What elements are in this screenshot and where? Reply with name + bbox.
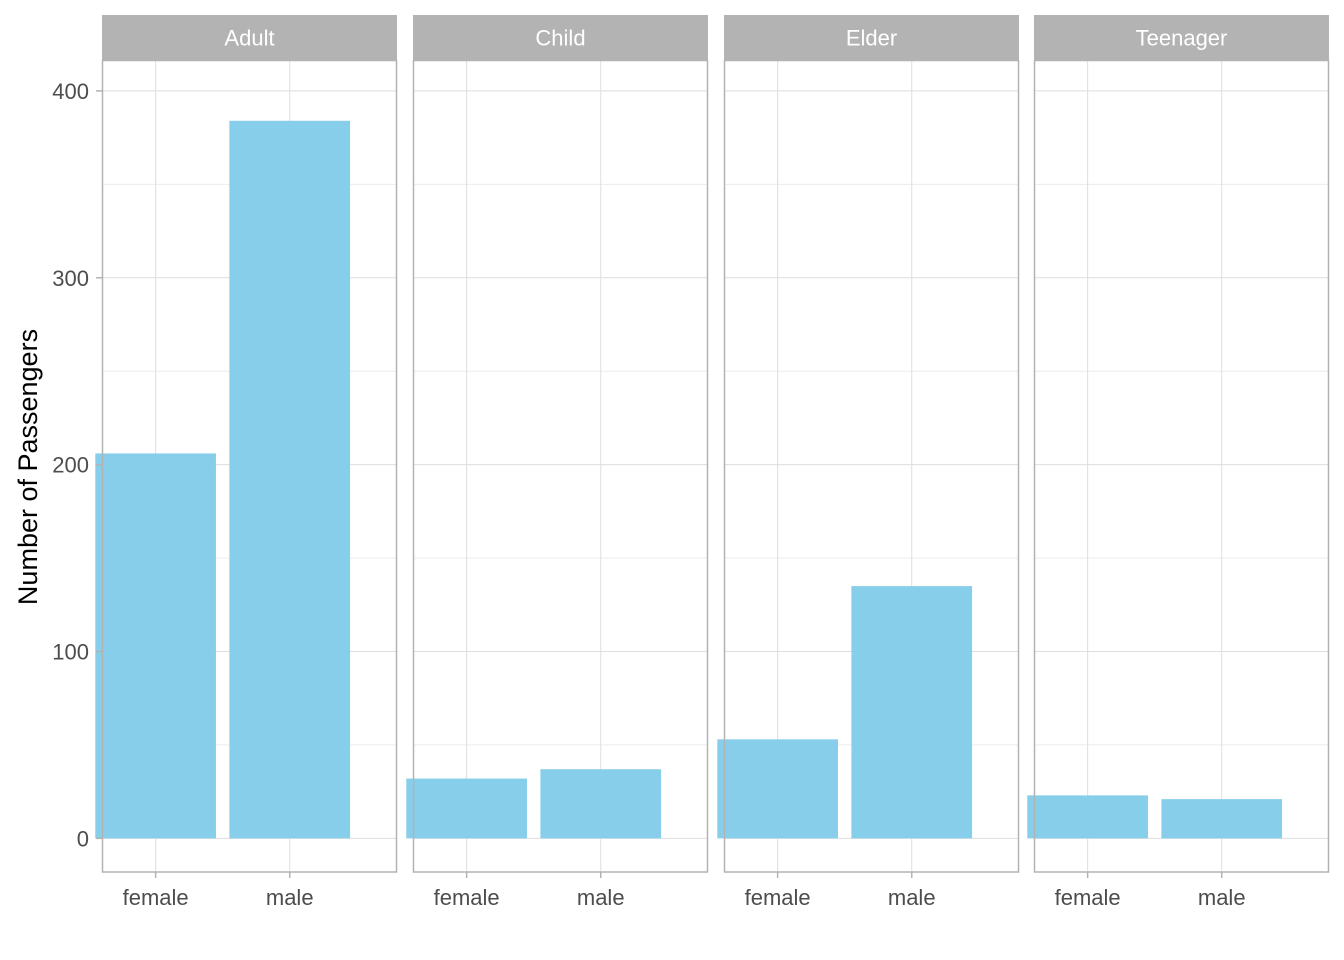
bar-adult-female — [95, 453, 216, 839]
y-tick-label: 0 — [77, 826, 89, 851]
panel-border — [1033, 59, 1330, 873]
panel-border — [101, 59, 398, 873]
x-tick-label: male — [266, 885, 314, 910]
x-tick-label: female — [123, 885, 189, 910]
bar-child-female — [406, 778, 527, 839]
facet-strip — [1034, 15, 1329, 60]
facet-strip-label: Child — [535, 26, 585, 51]
facet-strip — [724, 15, 1019, 60]
bar-adult-male — [229, 120, 351, 839]
facet-panel-adult: Adult female male — [95, 15, 398, 910]
y-axis-title: Number of Passengers — [13, 329, 43, 605]
y-axis: 0 100 200 300 400 — [52, 79, 102, 851]
facet-panel-elder: Elder female male — [717, 15, 1020, 910]
y-tick-label: 400 — [52, 79, 89, 104]
bar-teenager-male — [1161, 799, 1283, 839]
y-tick-label: 300 — [52, 266, 89, 291]
x-tick-label: male — [1198, 885, 1246, 910]
bar-child-male — [540, 769, 662, 839]
x-tick-label: male — [888, 885, 936, 910]
facet-strip — [102, 15, 397, 60]
facet-panel-teenager: Teenager female male — [1027, 15, 1330, 910]
panel-border — [412, 59, 709, 873]
bar-teenager-female — [1027, 795, 1148, 839]
x-tick-label: male — [577, 885, 625, 910]
panel-border — [723, 59, 1020, 873]
y-tick-label: 100 — [52, 639, 89, 664]
bar-elder-male — [851, 586, 973, 839]
facet-strip-label: Teenager — [1136, 26, 1228, 51]
y-tick-label: 200 — [52, 453, 89, 478]
facet-strip — [413, 15, 708, 60]
facet-panels: Adult female male Child female male Elder femal… — [95, 15, 1330, 910]
x-tick-label: female — [1055, 885, 1121, 910]
facet-panel-child: Child female male — [406, 15, 709, 910]
facet-strip-label: Adult — [224, 26, 274, 51]
x-tick-label: female — [434, 885, 500, 910]
bar-elder-female — [717, 739, 838, 839]
x-tick-label: female — [745, 885, 811, 910]
facet-strip-label: Elder — [846, 26, 897, 51]
